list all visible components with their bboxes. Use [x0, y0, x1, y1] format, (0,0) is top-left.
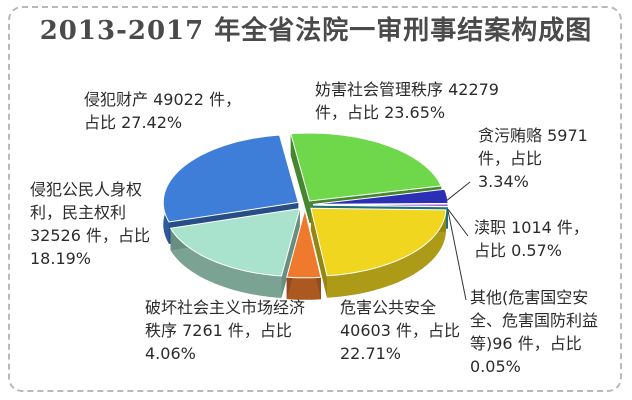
- leader-line-其他(危害国空安全、危害国防利益等): [447, 210, 467, 301]
- label-corruption-text: 贪污贿赂 5971 件，占比 3.34%: [478, 126, 588, 191]
- label-market-order-text: 破坏社会主义市场经济秩序 7261 件，占比 4.06%: [145, 298, 306, 363]
- chart-frame: [8, 6, 622, 392]
- label-corruption: 贪污贿赂 5971 件，占比 3.34%: [478, 124, 590, 193]
- label-dereliction: 渎职 1014 件，占比 0.57%: [474, 216, 604, 262]
- label-social-order: 妨害社会管理秩序 42279 件，占比 23.65%: [315, 78, 515, 124]
- pie-edge-危害公共安全-1: [310, 208, 327, 298]
- label-property: 侵犯财产 49022 件，占比 27.42%: [84, 88, 254, 134]
- label-dereliction-text: 渎职 1014 件，占比 0.57%: [474, 218, 589, 260]
- pie-slice-侵犯公民人身权利，民主权利: [169, 207, 301, 277]
- label-market-order: 破坏社会主义市场经济秩序 7261 件，占比 4.06%: [145, 296, 305, 365]
- pie-side-侵犯公民人身权利，民主权利: [170, 228, 282, 298]
- label-other-text: 其他(危害国空安全、危害国防利益等)96 件，占比 0.05%: [470, 288, 599, 376]
- label-public-safety-text: 危害公共安全 40603 件，占比 22.71%: [340, 298, 460, 363]
- pie-slice-其他(危害国空安全、危害国防利益等): [312, 204, 449, 208]
- leader-line-渎职: [447, 208, 469, 237]
- label-personal-rights-text: 侵犯公民人身权利，民主权利 32526 件，占比 18.19%: [30, 180, 150, 268]
- pie-slice-破坏社会主义市场经济秩序: [286, 209, 322, 279]
- pie-edge-妨害社会管理秩序-0: [290, 133, 310, 224]
- label-personal-rights: 侵犯公民人身权利，民主权利 32526 件，占比 18.19%: [30, 178, 150, 270]
- pie-slice-侵犯财产: [162, 134, 299, 223]
- leader-line-贪污贿赂: [446, 181, 471, 201]
- pie-slice-贪污贿赂: [312, 188, 449, 205]
- chart-title: 2013-2017 年全省法院一审刑事结案构成图: [39, 16, 593, 46]
- label-other: 其他(危害国空安全、危害国防利益等)96 件，占比 0.05%: [470, 286, 620, 378]
- label-property-text: 侵犯财产 49022 件，占比 27.42%: [84, 90, 242, 132]
- pie-side-危害公共安全: [327, 209, 446, 298]
- pie-side-破坏社会主义市场经济秩序: [286, 277, 321, 300]
- pie-slice-危害公共安全: [310, 207, 447, 277]
- label-public-safety: 危害公共安全 40603 件，占比 22.71%: [340, 296, 460, 365]
- label-social-order-text: 妨害社会管理秩序 42279 件，占比 23.65%: [315, 80, 499, 122]
- pie-slice-妨害社会管理秩序: [290, 132, 442, 202]
